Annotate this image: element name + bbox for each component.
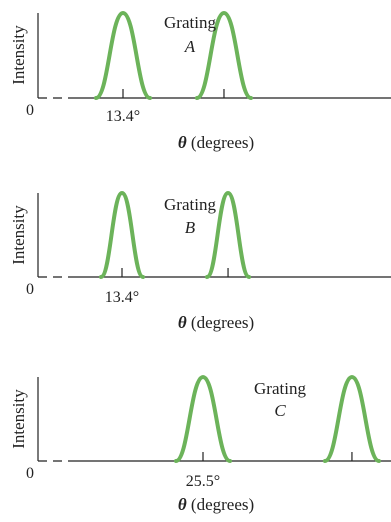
- y-axis-label: Intensity: [9, 25, 28, 85]
- peak-2: [322, 374, 381, 463]
- y-axis-label: Intensity: [9, 205, 28, 265]
- panel-c: Intensity 0 25.5° Grating Cθ (degrees): [9, 374, 391, 514]
- x-axis-label: θ (degrees): [178, 495, 254, 514]
- grating-label: Grating: [164, 13, 216, 32]
- angle-label: 25.5°: [186, 473, 220, 490]
- zero-label: 0: [26, 465, 34, 482]
- zero-label: 0: [26, 102, 34, 119]
- peak-2: [205, 190, 252, 279]
- theta-symbol: θ: [178, 313, 187, 332]
- peak-1: [174, 374, 232, 463]
- theta-symbol: θ: [178, 495, 187, 514]
- x-axis-unit: (degrees): [187, 495, 255, 514]
- x-axis-label: θ (degrees): [178, 133, 254, 152]
- grating-letter: A: [184, 37, 196, 56]
- grating-letter: B: [185, 218, 196, 237]
- angle-label: 13.4°: [105, 289, 139, 306]
- theta-symbol: θ: [178, 133, 187, 152]
- panel-b: Intensity 0 13.4° Grating Bθ (degrees): [9, 190, 391, 332]
- grating-letter: C: [274, 401, 286, 420]
- x-axis-unit: (degrees): [187, 313, 255, 332]
- peak-1: [99, 190, 145, 279]
- angle-label: 13.4°: [106, 108, 140, 125]
- grating-label: Grating: [164, 195, 216, 214]
- peak-2: [194, 10, 253, 100]
- x-axis-label: θ (degrees): [178, 313, 254, 332]
- x-axis-unit: (degrees): [187, 133, 255, 152]
- grating-label: Grating: [254, 379, 306, 398]
- panel-a: Intensity 0 13.4° Grating Aθ (degrees): [9, 10, 391, 152]
- y-axis-label: Intensity: [9, 389, 28, 449]
- peak-1: [94, 10, 152, 100]
- zero-label: 0: [26, 281, 34, 298]
